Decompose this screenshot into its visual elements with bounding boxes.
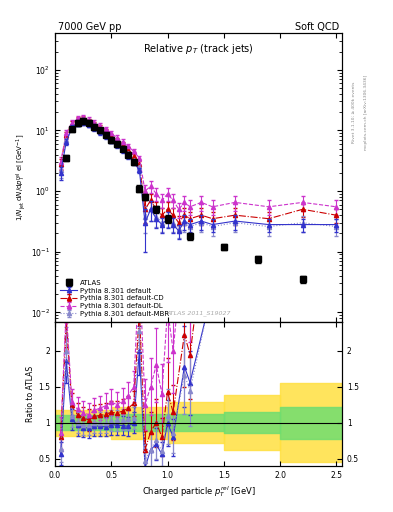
- Text: mcplots.cern.ch [arXiv:1306.3436]: mcplots.cern.ch [arXiv:1306.3436]: [364, 75, 367, 150]
- Text: Soft QCD: Soft QCD: [295, 22, 339, 32]
- Text: Relative $p_{T}$ (track jets): Relative $p_{T}$ (track jets): [143, 42, 254, 56]
- Y-axis label: Ratio to ATLAS: Ratio to ATLAS: [26, 366, 35, 422]
- Y-axis label: $1/N_\mathrm{jet}\;\mathrm{d}N/\mathrm{d}p^\mathrm{rel}_T\;\mathrm{el}\;[\mathrm: $1/N_\mathrm{jet}\;\mathrm{d}N/\mathrm{d…: [15, 134, 28, 221]
- Legend: ATLAS, Pythia 8.301 default, Pythia 8.301 default-CD, Pythia 8.301 default-DL, P: ATLAS, Pythia 8.301 default, Pythia 8.30…: [59, 279, 171, 318]
- Text: 7000 GeV pp: 7000 GeV pp: [58, 22, 121, 32]
- Text: Rivet 3.1.10; ≥ 400k events: Rivet 3.1.10; ≥ 400k events: [352, 82, 356, 143]
- X-axis label: Charged particle $p_T^{rel}$ [GeV]: Charged particle $p_T^{rel}$ [GeV]: [141, 484, 255, 499]
- Text: ATLAS 2011_S19027: ATLAS 2011_S19027: [166, 310, 231, 316]
